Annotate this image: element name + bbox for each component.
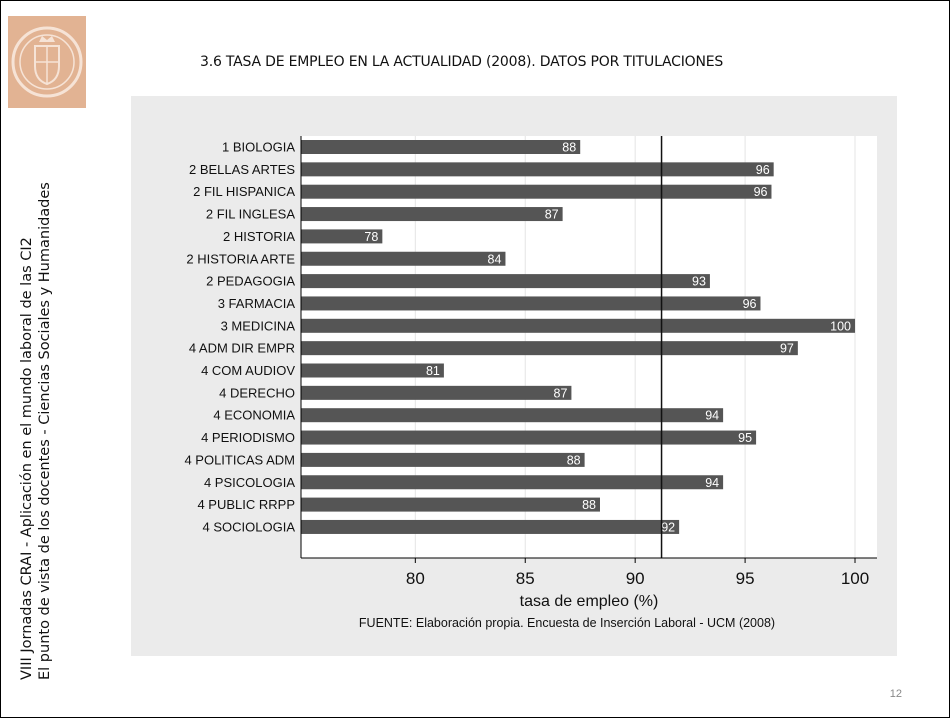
x-tick-label: 90 (626, 569, 645, 588)
bar (301, 274, 710, 289)
category-label: 2 FIL INGLESA (206, 207, 295, 222)
bar-value-label: 96 (754, 185, 768, 199)
x-tick-label: 95 (736, 569, 755, 588)
bar-value-label: 100 (830, 319, 851, 333)
bar (301, 430, 757, 445)
x-tick-label: 80 (406, 569, 425, 588)
category-label: 2 BELLAS ARTES (189, 162, 295, 177)
category-label: 2 FIL HISPANICA (193, 184, 295, 199)
bar (301, 140, 581, 154)
category-label: 3 FARMACIA (218, 296, 296, 311)
bar (301, 341, 798, 356)
bar-value-label: 87 (554, 386, 568, 400)
bar-value-label: 97 (780, 342, 794, 356)
category-label: 4 SOCIOLOGIA (203, 519, 296, 534)
category-labels: 1 BIOLOGIA 2 BELLAS ARTES 2 FIL HISPANICA 2… (184, 140, 295, 535)
category-label: 2 PEDAGOGIA (206, 274, 295, 289)
bar-value-label: 94 (705, 409, 719, 423)
category-label: 4 PERIODISMO (201, 430, 295, 445)
source-note: FUENTE: Elaboración propia. Encuesta de … (359, 616, 775, 630)
bar-value-label: 96 (743, 297, 757, 311)
bar-value-label: 88 (567, 453, 581, 467)
bar (301, 497, 600, 512)
category-label: 2 HISTORIA ARTE (186, 251, 295, 266)
slide-title: 3.6 TASA DE EMPLEO EN LA ACTUALIDAD (200… (200, 54, 724, 70)
bar-value-label: 84 (488, 252, 502, 266)
category-label: 1 BIOLOGIA (222, 140, 295, 155)
bar (301, 207, 563, 222)
bar-value-label: 88 (582, 498, 596, 512)
x-tick-label: 100 (841, 569, 869, 588)
bar (301, 251, 506, 266)
bar (301, 184, 772, 199)
bar-value-label: 93 (692, 275, 706, 289)
x-axis-ticks: 80 85 90 95 100 (406, 558, 869, 588)
bar (301, 408, 724, 423)
bar-value-label: 87 (545, 208, 559, 222)
bar (301, 318, 856, 333)
x-tick-label: 85 (516, 569, 535, 588)
bar (301, 385, 572, 400)
bar (301, 162, 774, 177)
bar (301, 475, 724, 490)
bar (301, 363, 444, 378)
bar (301, 452, 585, 467)
category-label: 4 PUBLIC RRPP (197, 497, 295, 512)
x-axis-title: tasa de empleo (%) (520, 593, 659, 610)
category-label: 2 HISTORIA (223, 229, 295, 244)
bar (301, 229, 383, 244)
bar-value-label: 78 (364, 230, 378, 244)
bar (301, 519, 680, 534)
bar-value-label: 81 (426, 364, 440, 378)
category-label: 4 ADM DIR EMPR (189, 341, 295, 356)
bar-value-label: 92 (661, 520, 675, 534)
category-label: 4 ECONOMIA (213, 408, 295, 423)
bar-value-label: 96 (756, 163, 770, 177)
page-number: 12 (889, 688, 902, 700)
bar-value-labels: 88 96 96 87 78 84 93 96 100 97 81 87 94 95 88 94 88 92 (364, 141, 851, 535)
bar-value-label: 88 (562, 141, 576, 155)
bar-value-label: 95 (738, 431, 752, 445)
bar-value-label: 94 (705, 476, 719, 490)
category-label: 4 POLITICAS ADM (184, 452, 295, 467)
category-label: 3 MEDICINA (221, 318, 296, 333)
category-label: 4 DERECHO (219, 385, 295, 400)
university-seal-icon (8, 16, 86, 108)
bar (301, 296, 761, 311)
category-label: 4 COM AUDIOV (201, 363, 295, 378)
bars (301, 140, 856, 534)
category-label: 4 PSICOLOGIA (204, 475, 295, 490)
